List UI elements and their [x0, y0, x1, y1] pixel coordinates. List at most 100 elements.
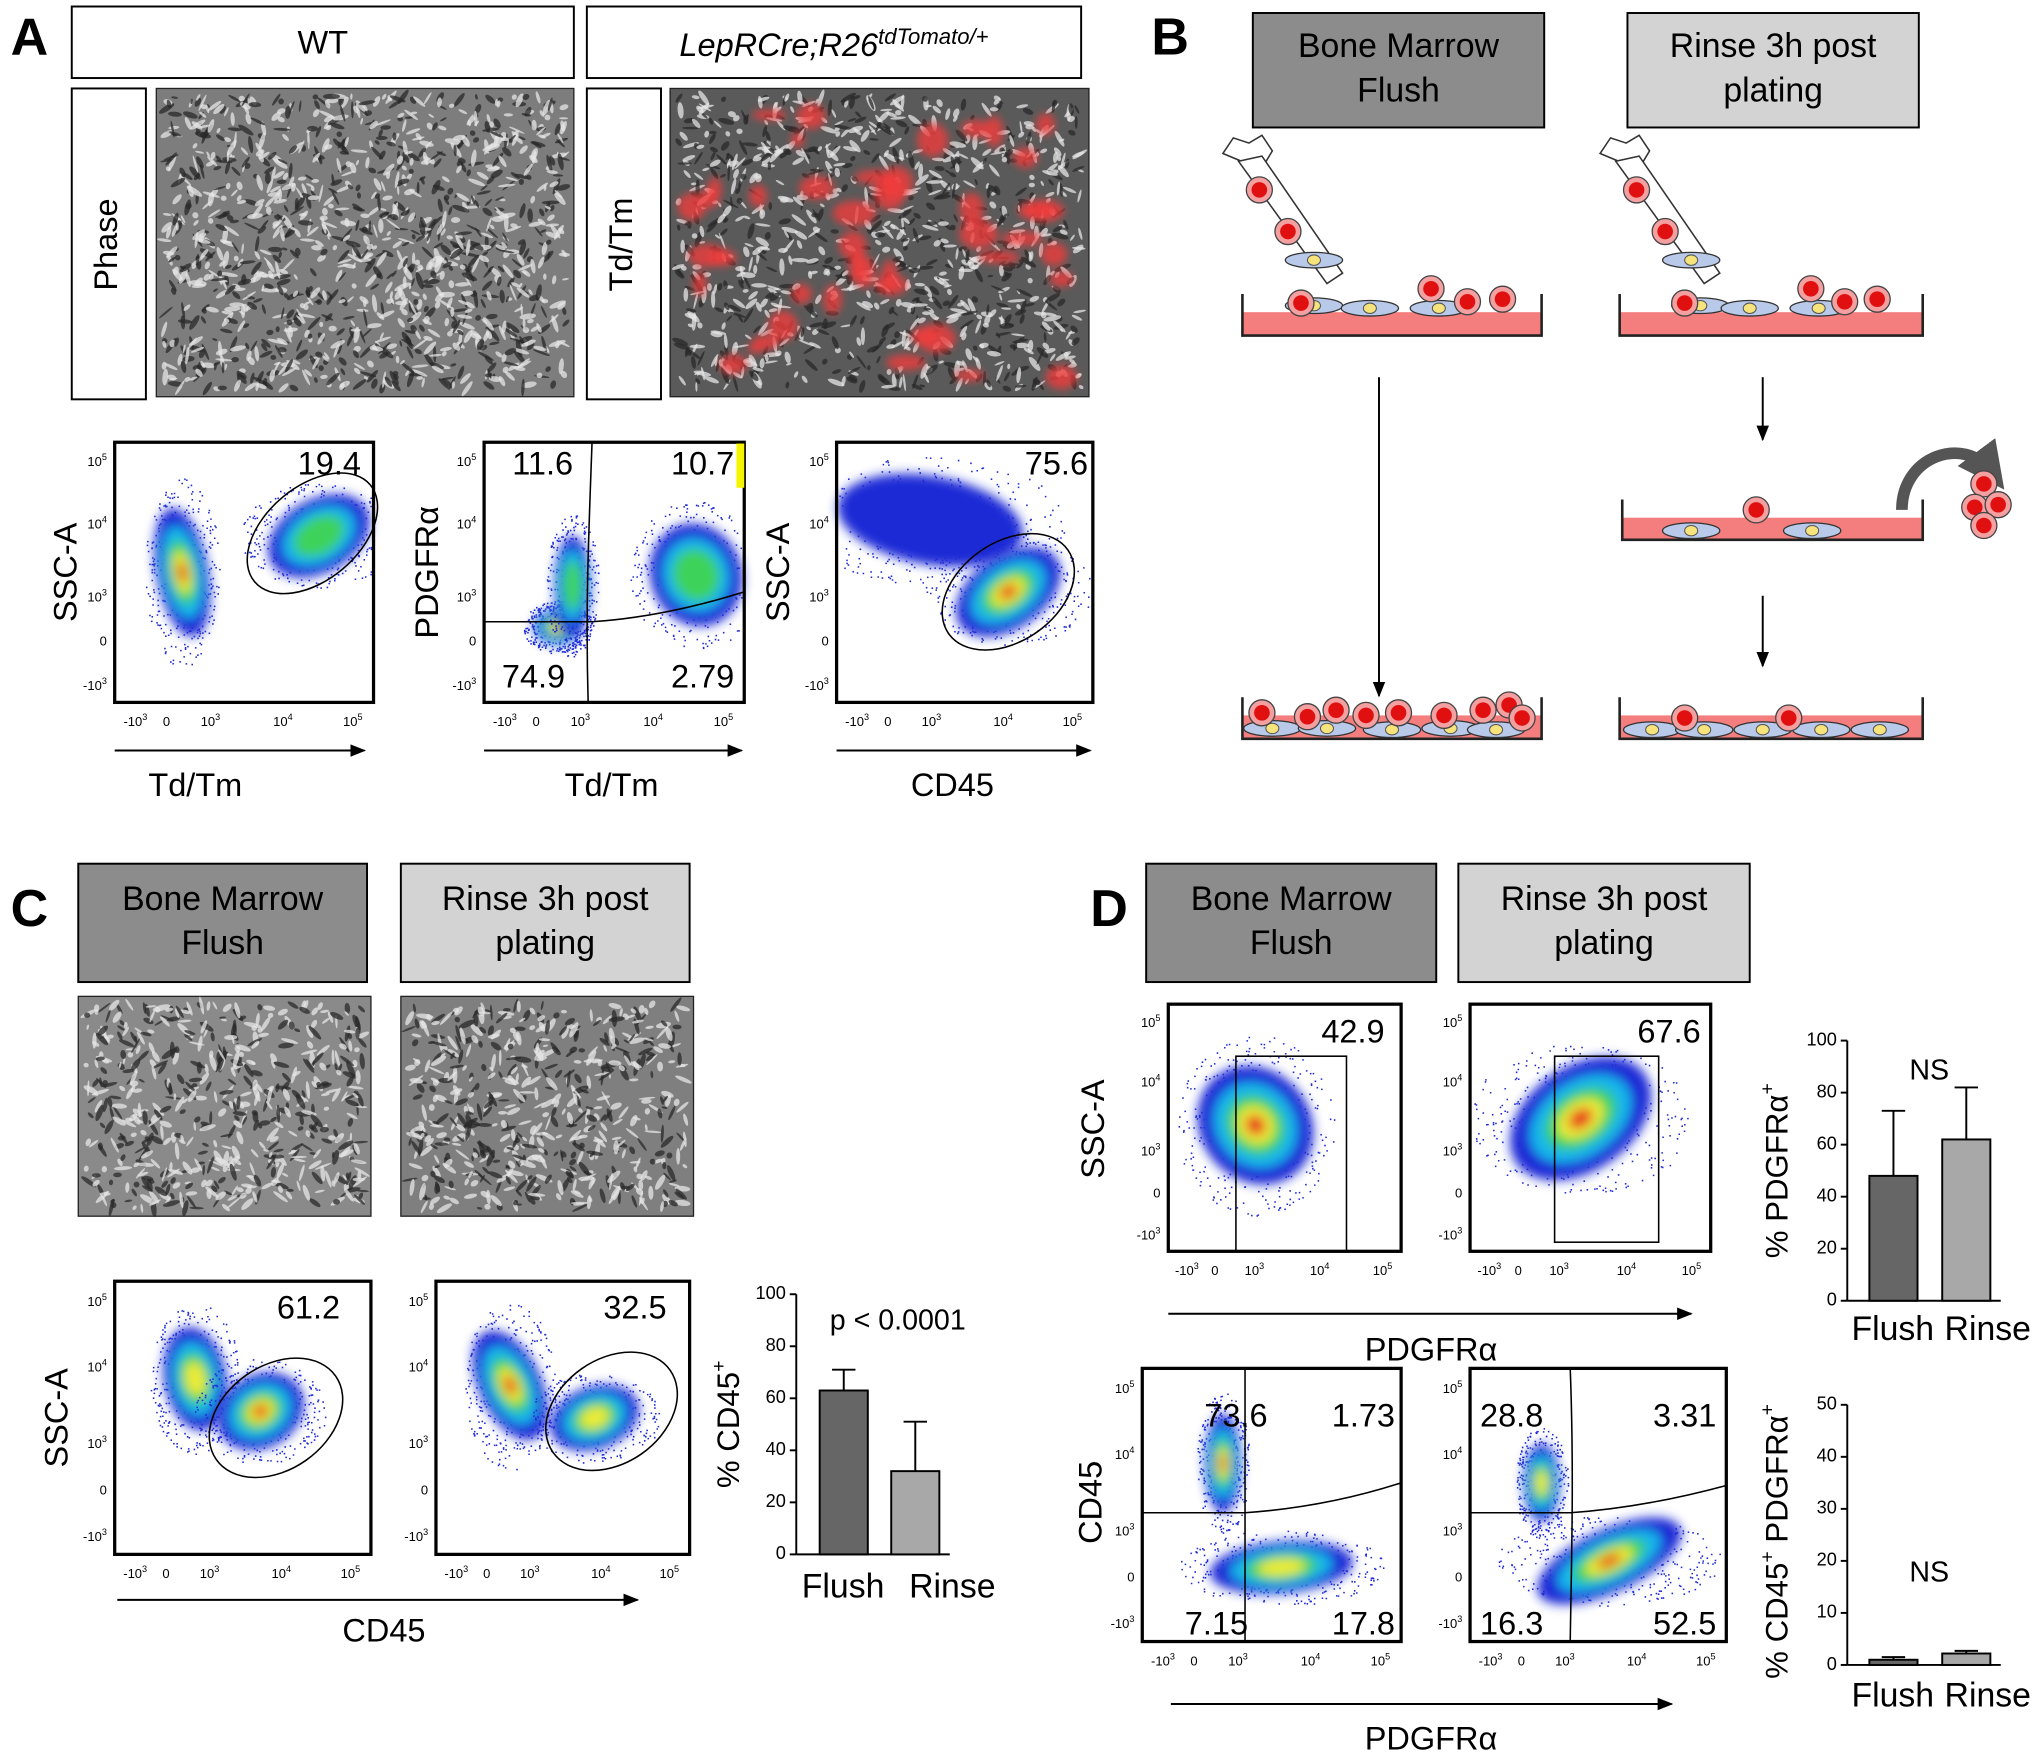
- flow-tick-label: 103: [87, 1435, 107, 1452]
- cell: [258, 132, 266, 150]
- flow-tick-label: -103: [404, 1527, 428, 1544]
- cell: [351, 283, 357, 289]
- cell: [541, 335, 547, 353]
- flow-tick-sup: 3: [1155, 1226, 1160, 1236]
- header-sup: tdTomato/+: [878, 23, 989, 48]
- flow-tick-label: -103: [1137, 1226, 1161, 1243]
- flow-tick-base: 10: [1443, 1524, 1457, 1539]
- gate-value: 10.7: [671, 445, 734, 481]
- red-cell: [752, 109, 787, 121]
- cell: [298, 313, 316, 319]
- cell: [508, 126, 525, 134]
- cell: [363, 254, 371, 260]
- flow-tick-label: 0: [533, 715, 540, 730]
- cell: [415, 272, 424, 290]
- header-label: WT: [298, 24, 349, 60]
- y-axis-title-sup: +: [1757, 1551, 1779, 1562]
- flow-tick-base: -10: [83, 678, 102, 693]
- cell: [231, 189, 238, 197]
- cell: [461, 381, 473, 397]
- y-tick-label: 40: [766, 1439, 786, 1459]
- cell: [361, 328, 372, 338]
- cell: [517, 239, 526, 245]
- cell: [183, 111, 198, 119]
- flow-tick-sup: 4: [288, 713, 293, 723]
- red-cell: [1045, 364, 1078, 390]
- cell: [166, 99, 172, 109]
- density: [1178, 1036, 1336, 1217]
- red-cell: [719, 354, 748, 375]
- cell: [489, 341, 500, 346]
- flow-tick-base: -10: [845, 715, 864, 730]
- cell: [350, 320, 356, 327]
- cell: [381, 237, 392, 241]
- density: [150, 1307, 327, 1463]
- cell: [184, 117, 192, 130]
- cell: [392, 132, 397, 141]
- cell: [559, 104, 569, 111]
- flow-tick-base: 10: [343, 715, 357, 730]
- culture-medium: [1242, 312, 1542, 336]
- nucleus: [1742, 302, 1757, 314]
- flow-tick-label: 105: [660, 1565, 680, 1582]
- cell: [519, 145, 528, 154]
- flow-tick-label: 105: [1115, 1380, 1135, 1397]
- flow-tick-sup: 3: [102, 676, 107, 686]
- axis-title: CD45: [342, 1613, 425, 1649]
- flow-tick-sup: 3: [1457, 1615, 1462, 1625]
- cell: [174, 254, 181, 261]
- flow-tick-base: -10: [404, 1529, 423, 1544]
- red-cell: [797, 103, 826, 130]
- y-axis-title: % CD45+ PDGFRα+: [1757, 1404, 1795, 1679]
- cell: [306, 296, 314, 306]
- flow-tick-base: 0: [1153, 1186, 1160, 1201]
- cell: [373, 224, 378, 238]
- flow-tick-sup: 3: [1570, 1652, 1575, 1662]
- cell: [368, 167, 377, 174]
- cell: [335, 207, 350, 211]
- cell: [540, 305, 547, 318]
- y-tick-label: 60: [1817, 1133, 1837, 1153]
- cell: [536, 372, 543, 379]
- y-axis-title-part: % CD45: [711, 1372, 746, 1488]
- cell: [407, 152, 420, 162]
- header-box: [585, 5, 1083, 80]
- cell: [268, 246, 283, 253]
- cell: [375, 119, 391, 126]
- cell: [379, 208, 387, 211]
- flow-tick-label: -103: [1175, 1262, 1199, 1279]
- flow-tick-label: 105: [341, 1565, 361, 1582]
- y-tick-label: 50: [1817, 1394, 1837, 1414]
- axis-title: CD45: [1072, 1461, 1108, 1544]
- cell: [352, 262, 356, 269]
- flow-tick-sup: 4: [471, 515, 476, 525]
- blood-cell-core: [1836, 293, 1853, 310]
- cell: [196, 156, 204, 169]
- flow-tick-label: 0: [1515, 1264, 1522, 1279]
- flow-tick-base: 0: [822, 634, 829, 649]
- cell: [499, 289, 505, 304]
- cell: [261, 304, 266, 315]
- flow-tick-label: 103: [201, 713, 221, 730]
- flow-tick-base: 10: [1696, 1654, 1710, 1669]
- header-base: LepRCre;R26: [679, 27, 879, 63]
- error-bar: [903, 1420, 927, 1472]
- blood-cell-core: [1657, 223, 1673, 240]
- cell: [379, 310, 395, 319]
- flow-tick-base: -10: [123, 715, 142, 730]
- cell: [233, 379, 241, 392]
- cell: [495, 244, 506, 251]
- condition-label: Bone Marrow: [122, 880, 324, 918]
- cell: [527, 318, 534, 324]
- annotation: p < 0.0001: [830, 1304, 966, 1336]
- cell: [230, 345, 246, 352]
- cell: [520, 303, 523, 316]
- cell: [238, 124, 254, 136]
- cell: [438, 125, 447, 131]
- cell: [315, 351, 323, 358]
- cell: [241, 93, 250, 107]
- cell: [205, 306, 219, 313]
- cell: [226, 214, 234, 222]
- y-axis-title-sup: +: [1757, 1404, 1779, 1415]
- cell: [242, 323, 250, 328]
